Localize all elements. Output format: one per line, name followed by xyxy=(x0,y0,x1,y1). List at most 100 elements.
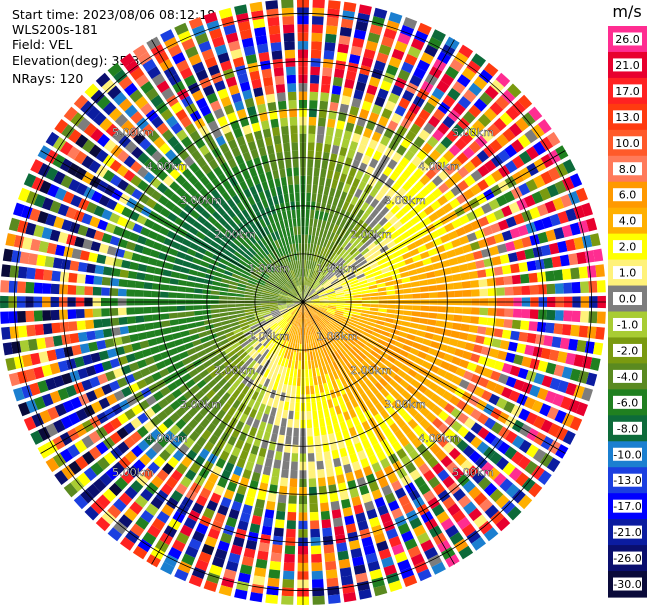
range-gate xyxy=(147,130,160,143)
range-gate xyxy=(258,173,267,183)
range-gate xyxy=(244,291,254,296)
range-gate xyxy=(125,241,136,251)
range-gate xyxy=(382,427,393,438)
range-gate xyxy=(235,303,245,307)
range-gate xyxy=(396,187,407,198)
range-gate xyxy=(93,205,105,217)
range-gate xyxy=(396,406,407,417)
range-gate xyxy=(495,72,511,88)
range-gate xyxy=(312,16,324,25)
range-gate xyxy=(286,302,295,305)
range-gate xyxy=(437,156,449,168)
range-gate xyxy=(211,416,222,427)
range-gate xyxy=(247,319,257,325)
range-gate xyxy=(210,100,222,112)
range-gate xyxy=(358,244,367,253)
range-gate xyxy=(593,248,604,262)
range-gate xyxy=(396,225,407,235)
range-gate xyxy=(301,276,303,286)
range-gate xyxy=(588,280,598,293)
colorbar-tick-background xyxy=(613,84,642,98)
range-gate xyxy=(485,212,497,224)
range-gate xyxy=(204,324,215,331)
range-gate xyxy=(294,299,303,302)
range-gate xyxy=(418,161,430,173)
range-gate xyxy=(287,359,292,369)
range-gate xyxy=(385,189,396,200)
range-gate xyxy=(334,255,341,264)
range-gate xyxy=(218,585,233,597)
range-gate xyxy=(381,108,393,120)
range-gate xyxy=(176,251,187,260)
range-gate xyxy=(99,117,113,132)
range-gate xyxy=(340,575,354,586)
range-gate xyxy=(444,222,455,233)
range-gate xyxy=(409,347,420,356)
range-gate xyxy=(434,327,444,335)
range-gate xyxy=(369,307,379,312)
range-gate xyxy=(228,552,241,564)
range-gate xyxy=(403,305,413,310)
range-gate xyxy=(472,250,483,260)
range-gate xyxy=(239,232,248,241)
range-gate xyxy=(376,540,389,552)
range-gate xyxy=(339,490,349,501)
range-gate xyxy=(344,515,355,526)
range-gate xyxy=(259,347,267,356)
range-gate xyxy=(503,190,516,203)
range-gate xyxy=(361,536,374,548)
range-gate xyxy=(557,351,568,364)
range-gate xyxy=(149,249,160,259)
range-gate xyxy=(346,148,356,159)
range-gate xyxy=(326,271,334,279)
range-gate xyxy=(403,220,414,230)
range-gate xyxy=(310,292,318,298)
range-gate xyxy=(249,592,263,603)
range-gate xyxy=(545,270,555,282)
range-gate xyxy=(269,389,277,399)
range-gate xyxy=(136,214,148,225)
colorbar-tick-label: -21.0 xyxy=(613,526,641,539)
range-gate xyxy=(280,237,286,247)
range-gate xyxy=(349,279,359,285)
range-gate xyxy=(137,51,152,66)
range-gate xyxy=(95,72,111,88)
range-gate xyxy=(199,225,210,235)
range-gate xyxy=(226,232,236,242)
range-gate xyxy=(147,364,159,374)
range-gate xyxy=(245,285,255,290)
range-gate xyxy=(282,311,290,318)
range-gate xyxy=(470,316,480,324)
range-gate xyxy=(309,100,318,109)
range-gate xyxy=(260,259,268,267)
range-gate xyxy=(265,255,272,264)
range-gate xyxy=(450,265,461,274)
range-gate xyxy=(525,146,539,160)
range-gate xyxy=(378,420,388,431)
range-gate xyxy=(124,140,138,154)
range-gate xyxy=(348,54,361,65)
range-gate xyxy=(406,242,417,251)
range-gate xyxy=(216,398,226,409)
range-gate xyxy=(484,174,496,187)
range-gate xyxy=(103,139,117,153)
colorbar-tick-background xyxy=(613,110,642,124)
range-gate xyxy=(320,357,326,367)
range-gate xyxy=(394,163,405,175)
range-gate xyxy=(350,335,359,343)
range-gate xyxy=(130,417,142,430)
range-gate xyxy=(282,460,290,470)
range-gate xyxy=(203,319,213,325)
range-gate xyxy=(130,111,144,124)
range-gate xyxy=(212,211,222,221)
range-gate xyxy=(265,0,279,10)
range-gate xyxy=(88,252,99,263)
range-gate xyxy=(452,322,462,331)
range-gate xyxy=(109,235,121,246)
range-gate xyxy=(328,262,336,270)
range-gate xyxy=(377,504,389,516)
range-gate xyxy=(303,300,312,302)
range-gate xyxy=(218,173,228,184)
range-gate xyxy=(560,396,573,410)
range-gate xyxy=(189,242,200,251)
